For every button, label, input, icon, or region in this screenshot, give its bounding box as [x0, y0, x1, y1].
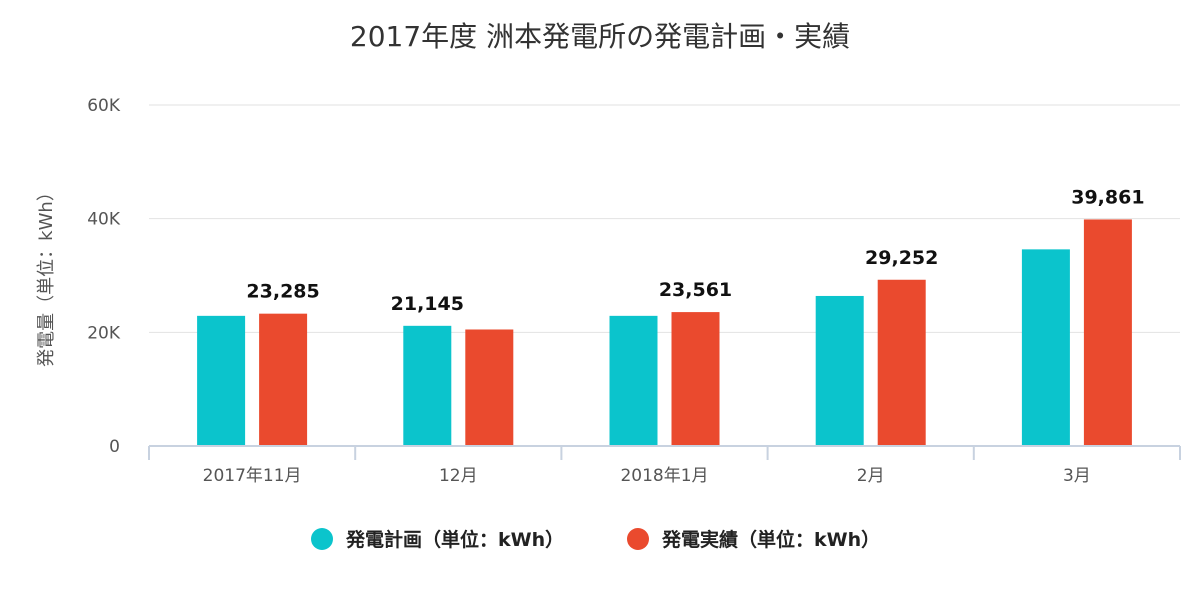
x-tick-label: 12月 [439, 466, 478, 486]
bars [197, 219, 1132, 446]
x-tick-label: 2017年11月 [203, 466, 302, 486]
x-tick-label: 2018年1月 [620, 466, 708, 486]
data-label: 23,561 [659, 279, 732, 301]
legend-label: 発電計画（単位：kWh） [345, 528, 564, 551]
legend-item[interactable]: 発電計画（単位：kWh） [311, 528, 564, 551]
data-label: 39,861 [1071, 186, 1144, 208]
x-axis: 2017年11月 12月 2018年1月 2月 3月 [148, 445, 1181, 486]
legend[interactable]: 発電計画（単位：kWh） 発電実績（単位：kWh） [311, 528, 880, 551]
bar[interactable] [259, 313, 308, 446]
legend-marker [627, 528, 649, 550]
bar[interactable] [877, 279, 926, 446]
bar[interactable] [465, 329, 514, 446]
y-tick-label: 60K [87, 96, 121, 116]
x-tick-label: 2月 [857, 466, 885, 486]
x-tick-label: 3月 [1063, 466, 1091, 486]
data-labels: 21,145 23,285 23,561 29,252 39,861 [246, 186, 1144, 314]
y-tick-label: 40K [87, 210, 121, 230]
legend-marker [311, 528, 333, 550]
y-tick-label: 20K [87, 323, 121, 343]
chart-title: 2017年度 洲本発電所の発電計画・実績 [350, 20, 850, 53]
y-tick-label: 0 [109, 437, 120, 457]
bar[interactable] [403, 325, 452, 446]
y-axis-label: 発電量（単位：kWh） [36, 183, 57, 367]
data-label: 23,285 [246, 281, 319, 303]
grid [149, 104, 1180, 333]
bar[interactable] [1083, 219, 1132, 446]
bar[interactable] [609, 315, 658, 446]
legend-item[interactable]: 発電実績（単位：kWh） [627, 528, 880, 551]
y-axis-ticks: 0 20K 40K 60K [87, 96, 121, 457]
data-label: 21,145 [391, 293, 464, 315]
bar[interactable] [1021, 249, 1070, 446]
data-label: 29,252 [865, 247, 938, 269]
bar[interactable] [815, 295, 864, 446]
bar[interactable] [671, 312, 720, 446]
bar[interactable] [197, 315, 246, 446]
legend-label: 発電実績（単位：kWh） [661, 528, 880, 551]
